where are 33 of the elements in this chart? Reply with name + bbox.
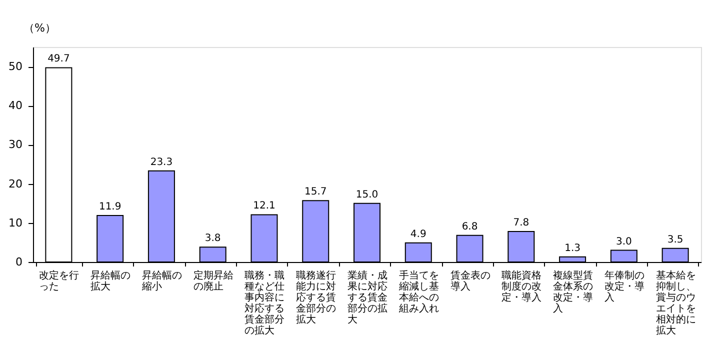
- x-tick-label: 賃金表の導入: [450, 270, 490, 292]
- data-label: 15.7: [304, 186, 327, 198]
- data-label: 4.9: [410, 228, 426, 240]
- x-tick-label: 職務・職種など仕事内容に対応する賃金部分の拡大: [244, 270, 285, 336]
- x-tick-label: 基本給を抑制し、賞与のウエイトを相対的に拡大: [656, 270, 696, 336]
- x-tick-label: 昇給幅の拡大: [90, 270, 131, 292]
- y-tick-label: 40: [8, 99, 22, 112]
- data-label: 23.3: [150, 156, 173, 168]
- y-axis-title: （%）: [24, 22, 56, 34]
- data-label: 15.0: [356, 189, 378, 200]
- data-label: 49.7: [48, 54, 70, 65]
- y-tick-label: 0: [16, 256, 22, 268]
- data-label: 7.8: [513, 218, 530, 229]
- y-tick-label: 10: [8, 216, 22, 230]
- x-tick-label: 改定を行った: [39, 270, 80, 292]
- x-tick-label: 年俸制の改定・導入: [604, 270, 644, 304]
- x-tick-label: 職能資格制度の改定・導入: [502, 270, 542, 304]
- data-label: 12.1: [253, 200, 276, 212]
- y-tick-label: 50: [8, 60, 22, 74]
- data-label: 6.8: [462, 221, 478, 232]
- x-tick-label: 手当てを縮減し基本給への組み入れ: [398, 270, 439, 314]
- y-tick-label: 20: [8, 177, 22, 190]
- data-label: 3.0: [616, 236, 632, 248]
- x-tick-label: 業績・成果に対応する賃金部分の拡大: [348, 270, 388, 326]
- x-tick-label: 定期昇給の廃止: [193, 270, 234, 292]
- x-tick-label: 複線型賃金体系の改定・導入: [553, 270, 594, 314]
- data-label: 3.5: [667, 234, 684, 246]
- data-label: 11.9: [98, 201, 122, 212]
- x-tick-label: 昇給幅の縮小: [140, 270, 182, 292]
- data-label: 1.3: [564, 242, 580, 254]
- y-tick-label: 30: [8, 138, 22, 152]
- x-tick-label: 職務遂行能力に対応する賃金部分の拡大: [296, 270, 336, 326]
- data-label: 3.8: [204, 233, 221, 244]
